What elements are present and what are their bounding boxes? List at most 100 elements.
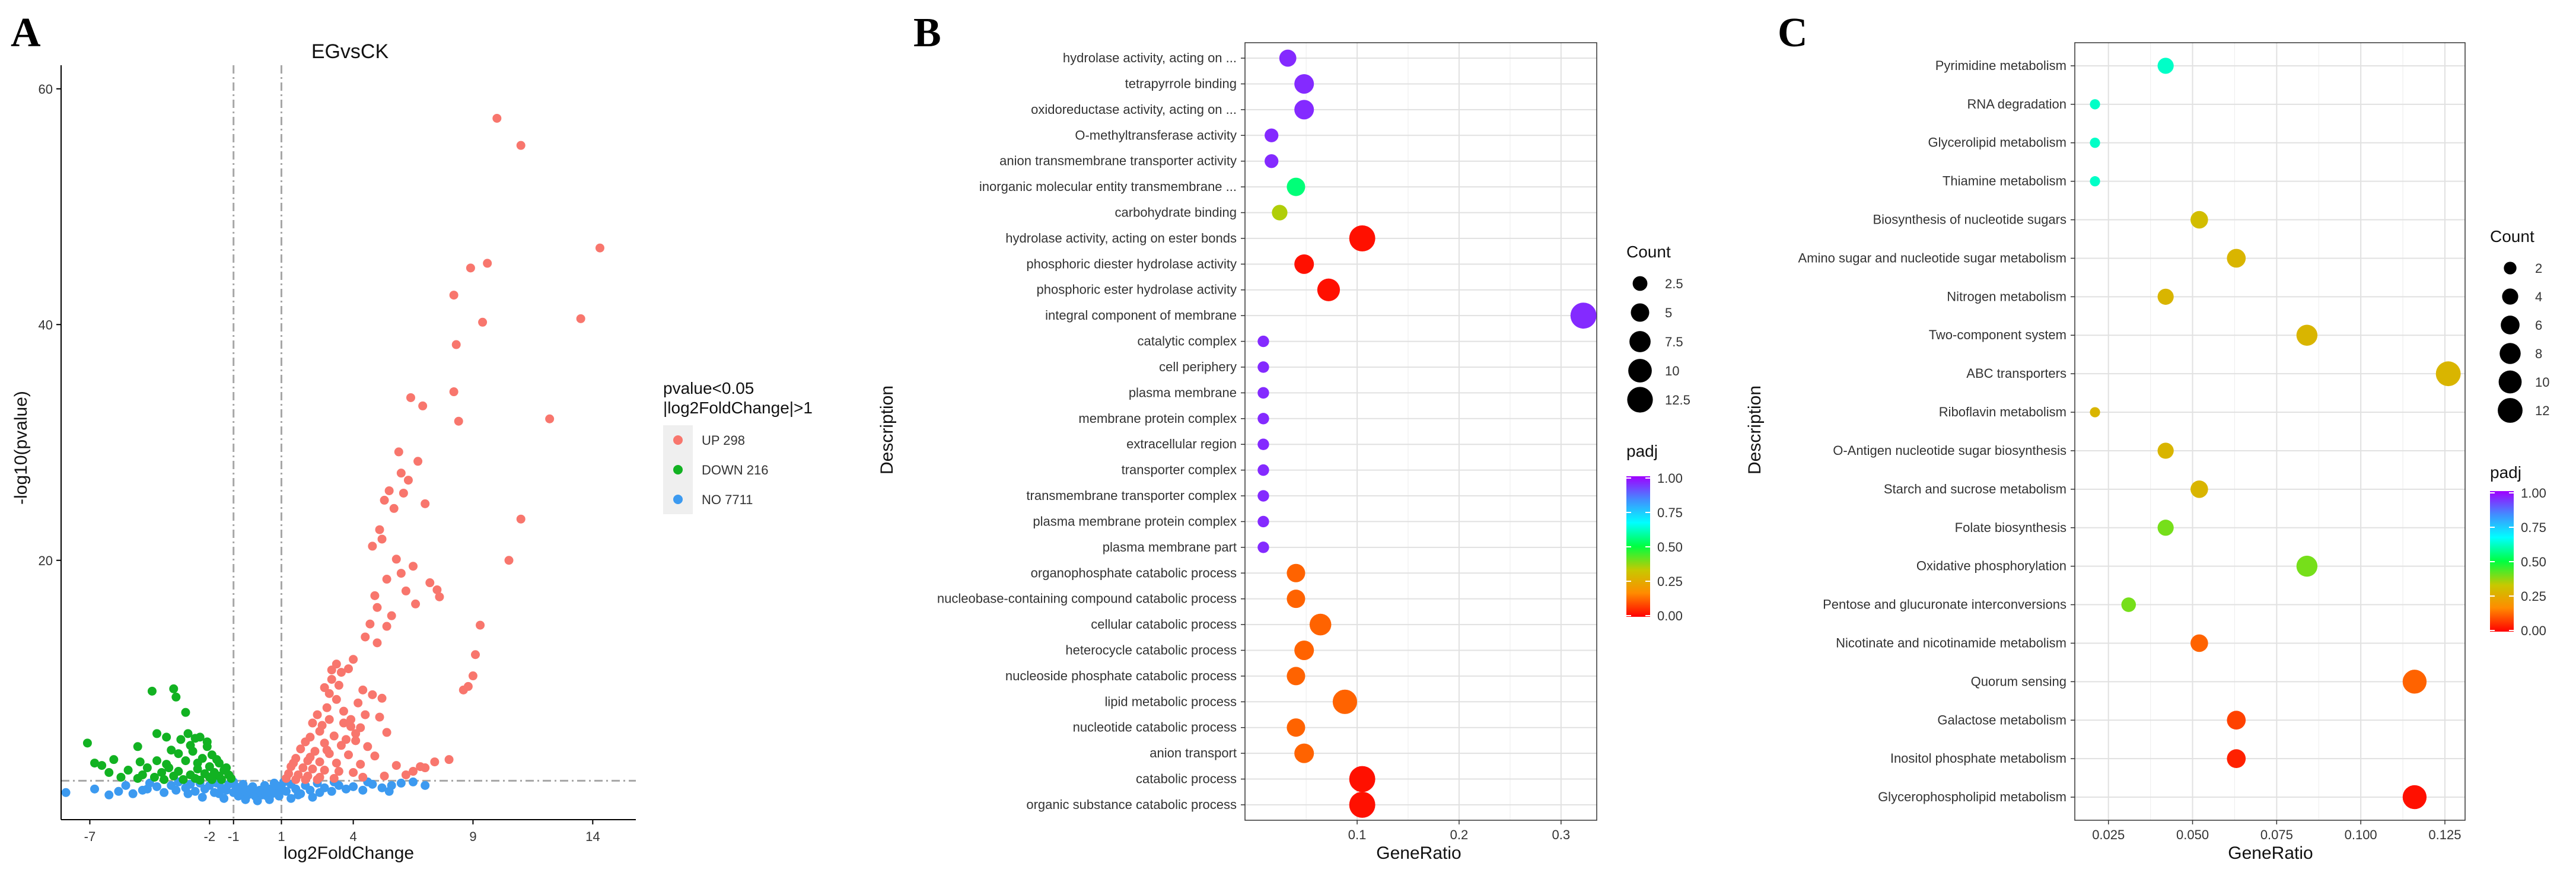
term-label: anion transmembrane transporter activity bbox=[999, 154, 1237, 168]
volcano-point bbox=[344, 750, 353, 760]
term-label: nucleobase-containing compound catabolic… bbox=[937, 591, 1237, 606]
volcano-threshold-lines bbox=[61, 65, 636, 820]
term-label: catalytic complex bbox=[1137, 334, 1237, 349]
volcano-point bbox=[329, 731, 339, 741]
volcano-points-up bbox=[282, 113, 604, 784]
volcano-point bbox=[377, 534, 387, 544]
volcano-point bbox=[238, 779, 248, 789]
volcano-point bbox=[305, 785, 315, 795]
volcano-point bbox=[202, 737, 212, 747]
enrichment-dot bbox=[2190, 211, 2208, 229]
enrichment-dot bbox=[1294, 254, 1314, 274]
enrichment-dot bbox=[1279, 49, 1297, 67]
volcano-point bbox=[301, 775, 310, 784]
kegg-count-legend-title: Count bbox=[2490, 227, 2534, 246]
legend-label-down: DOWN 216 bbox=[702, 463, 768, 477]
term-label: Pentose and glucuronate interconversions bbox=[1823, 597, 2066, 612]
volcano-point bbox=[349, 782, 358, 791]
volcano-point bbox=[109, 755, 119, 764]
volcano-point bbox=[308, 718, 317, 728]
term-label: Biosynthesis of nucleotide sugars bbox=[1873, 212, 2066, 227]
legend-label-up: UP 298 bbox=[702, 433, 745, 448]
padj-legend-label: 0.25 bbox=[2521, 589, 2546, 604]
count-legend-label: 2 bbox=[2535, 261, 2542, 276]
volcano-y-label: -log10(pvalue) bbox=[11, 391, 31, 505]
volcano-point bbox=[334, 680, 343, 690]
volcano-point bbox=[468, 671, 477, 681]
volcano-point bbox=[212, 755, 221, 764]
volcano-point bbox=[205, 762, 214, 772]
volcano-point bbox=[396, 778, 406, 788]
enrichment-dot bbox=[2121, 597, 2136, 612]
count-legend-dot bbox=[1631, 303, 1650, 322]
volcano-point bbox=[142, 763, 152, 773]
enrichment-dot bbox=[2090, 138, 2100, 148]
x-tick-label: 0.2 bbox=[1450, 827, 1469, 842]
volcano-point bbox=[265, 795, 274, 804]
count-legend-label: 10 bbox=[2535, 375, 2549, 390]
volcano-point bbox=[411, 599, 421, 609]
kegg-legend: Count 2 4 6 8 10 12 padj 1.00 0.75 0.50 0.25 0.00 bbox=[2490, 227, 2549, 638]
enrichment-dot bbox=[2090, 176, 2100, 187]
term-label: ABC transporters bbox=[1966, 366, 2066, 381]
enrichment-dot bbox=[1309, 613, 1332, 636]
volcano-point bbox=[227, 773, 236, 783]
volcano-point bbox=[133, 742, 142, 751]
plot-frame bbox=[2074, 42, 2466, 821]
kegg-enrichment-dotplot: Pyrimidine metabolism RNA degradation Glyc… bbox=[1745, 42, 2549, 863]
term-label: Two-component system bbox=[1929, 327, 2066, 342]
volcano-point bbox=[329, 773, 339, 783]
volcano-point bbox=[425, 578, 435, 588]
plot-background bbox=[2075, 43, 2465, 820]
term-label: carbohydrate binding bbox=[1115, 205, 1237, 220]
enrichment-dot bbox=[2157, 442, 2174, 459]
term-label: Glycerophospholipid metabolism bbox=[1878, 789, 2066, 804]
volcano-point bbox=[478, 317, 488, 327]
volcano-point bbox=[296, 744, 305, 754]
volcano-point bbox=[260, 781, 269, 790]
volcano-point bbox=[164, 763, 174, 773]
go-count-legend: 2.5 5 7.5 10 12.5 bbox=[1627, 276, 1690, 413]
plot-background bbox=[1245, 43, 1597, 820]
volcano-x-tick-label: 9 bbox=[469, 829, 476, 844]
volcano-point bbox=[301, 737, 310, 747]
volcano-point bbox=[160, 775, 169, 784]
volcano-point bbox=[394, 447, 403, 457]
volcano-point bbox=[409, 562, 418, 571]
kegg-grid bbox=[2074, 42, 2466, 821]
go-x-ticks: 0.1 0.2 0.3 bbox=[1348, 820, 1570, 842]
count-legend-dot bbox=[2501, 316, 2520, 335]
kegg-dots bbox=[2090, 58, 2461, 810]
volcano-point bbox=[174, 749, 183, 759]
volcano-point bbox=[282, 786, 291, 796]
volcano-points-no bbox=[61, 777, 430, 805]
volcano-point bbox=[152, 782, 161, 791]
volcano-point bbox=[401, 586, 410, 595]
volcano-point bbox=[382, 575, 391, 584]
volcano-point bbox=[157, 768, 167, 777]
volcano-point bbox=[90, 759, 100, 768]
volcano-point bbox=[169, 684, 179, 693]
enrichment-dot bbox=[1257, 335, 1269, 348]
volcano-point bbox=[356, 723, 365, 732]
volcano-point bbox=[152, 729, 161, 738]
volcano-legend: pvalue<0.05 |log2FoldChange|>1 UP 298 DO… bbox=[663, 379, 813, 514]
volcano-point bbox=[195, 732, 205, 742]
enrichment-dot bbox=[2402, 670, 2427, 694]
term-label: heterocycle catabolic process bbox=[1065, 642, 1237, 657]
volcano-point bbox=[183, 729, 193, 738]
enrichment-dot bbox=[1265, 154, 1279, 168]
volcano-x-tick-label: -1 bbox=[228, 829, 240, 844]
volcano-point bbox=[160, 788, 169, 797]
go-dots bbox=[1257, 49, 1597, 818]
go-padj-legend-ticks: 1.00 0.75 0.50 0.25 0.00 bbox=[1626, 471, 1683, 623]
volcano-point bbox=[315, 788, 324, 797]
go-padj-legend-title: padj bbox=[1626, 442, 1658, 460]
volcano-point bbox=[384, 786, 394, 796]
term-label: transmembrane transporter complex bbox=[1026, 488, 1237, 503]
volcano-point bbox=[193, 759, 202, 768]
go-y-label: Description bbox=[877, 386, 897, 474]
enrichment-dot bbox=[1349, 792, 1375, 818]
volcano-point bbox=[361, 632, 370, 642]
term-label: membrane protein complex bbox=[1078, 411, 1237, 426]
